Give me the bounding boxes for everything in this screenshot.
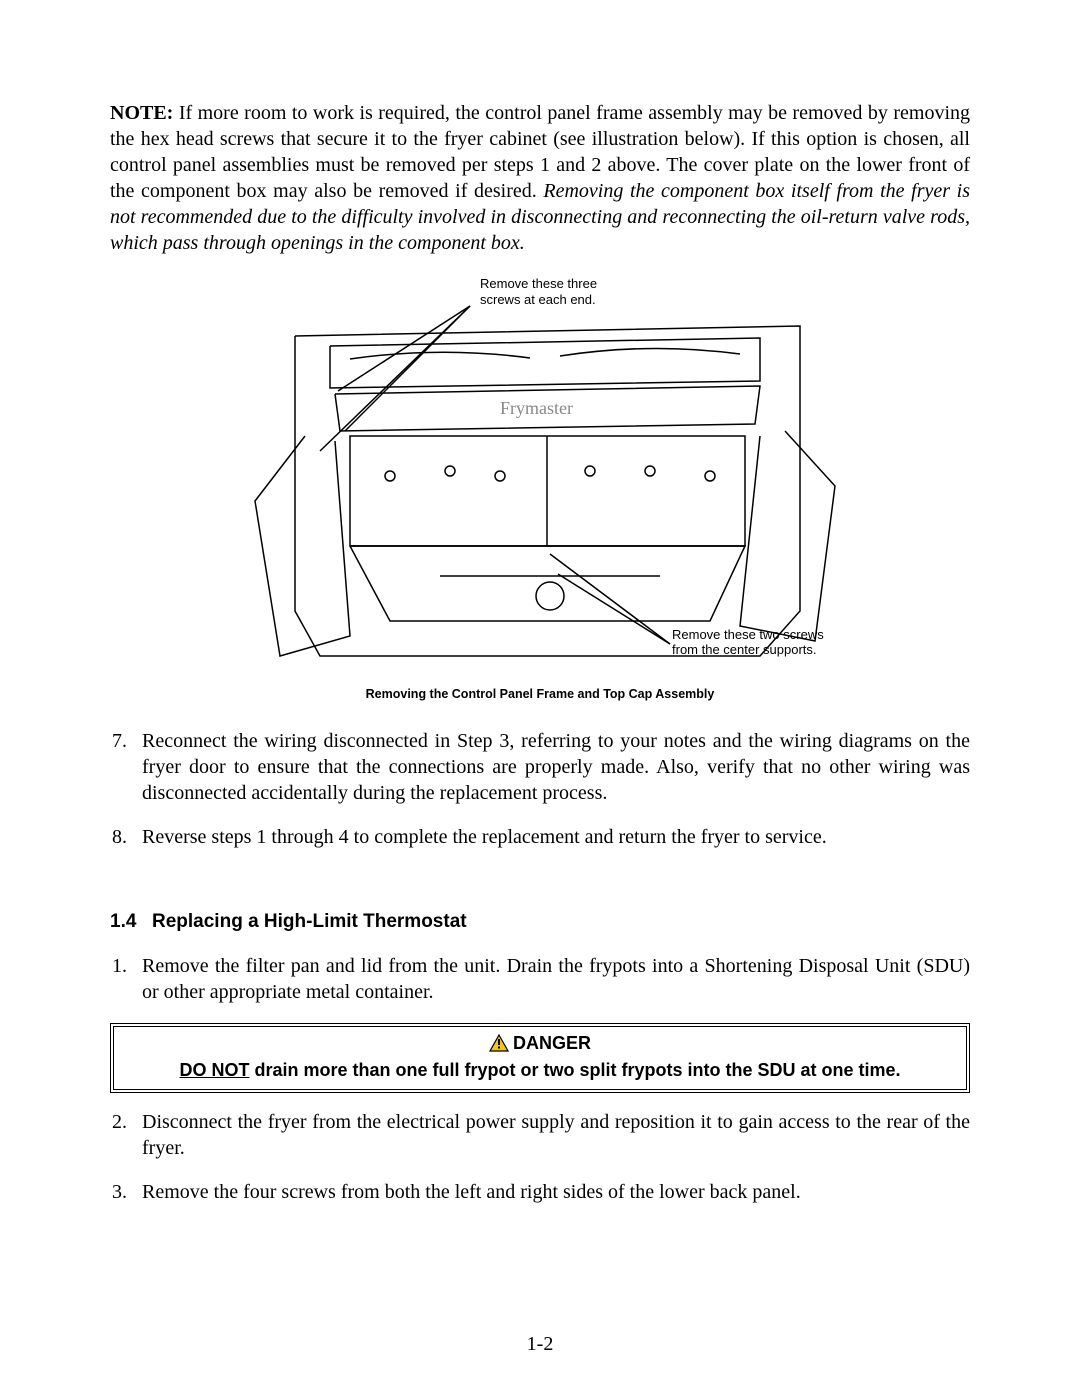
sec-step-2: Disconnect the fryer from the electrical… — [138, 1109, 970, 1161]
note-label: NOTE: — [110, 102, 173, 124]
section-heading: 1.4Replacing a High-Limit Thermostat — [110, 910, 970, 935]
note-paragraph: NOTE: If more room to work is required, … — [110, 100, 970, 256]
step-7: Reconnect the wiring disconnected in Ste… — [138, 728, 970, 806]
danger-donot: DO NOT — [179, 1060, 249, 1080]
sec-step-3: Remove the four screws from both the lef… — [138, 1179, 970, 1205]
callout-top: Remove these three screws at each end. — [480, 276, 640, 307]
section-title: Replacing a High-Limit Thermostat — [152, 911, 467, 932]
page-container: NOTE: If more room to work is required, … — [0, 0, 1080, 1397]
brand-text: Frymaster — [500, 398, 573, 418]
page-number: 1-2 — [0, 1331, 1080, 1357]
danger-title-text: DANGER — [513, 1031, 591, 1055]
fryer-illustration: Frymaster — [240, 276, 840, 676]
steps-after-figure: Reconnect the wiring disconnected in Ste… — [110, 728, 970, 850]
callout-bottom: Remove these two screws from the center … — [672, 627, 852, 658]
danger-body: DO NOT drain more than one full frypot o… — [124, 1058, 956, 1082]
danger-title-row: DANGER — [489, 1031, 591, 1055]
sec-step-1: Remove the filter pan and lid from the u… — [138, 953, 970, 1005]
steps-section: Remove the filter pan and lid from the u… — [110, 953, 970, 1005]
figure-container: Remove these three screws at each end. F… — [240, 276, 840, 676]
warning-icon — [489, 1034, 509, 1052]
figure-caption: Removing the Control Panel Frame and Top… — [110, 686, 970, 702]
step-8: Reverse steps 1 through 4 to complete th… — [138, 824, 970, 850]
section-number: 1.4 — [110, 910, 152, 935]
danger-box: DANGER DO NOT drain more than one full f… — [110, 1023, 970, 1093]
steps-after-danger: Disconnect the fryer from the electrical… — [110, 1109, 970, 1205]
danger-rest: drain more than one full frypot or two s… — [249, 1060, 900, 1080]
